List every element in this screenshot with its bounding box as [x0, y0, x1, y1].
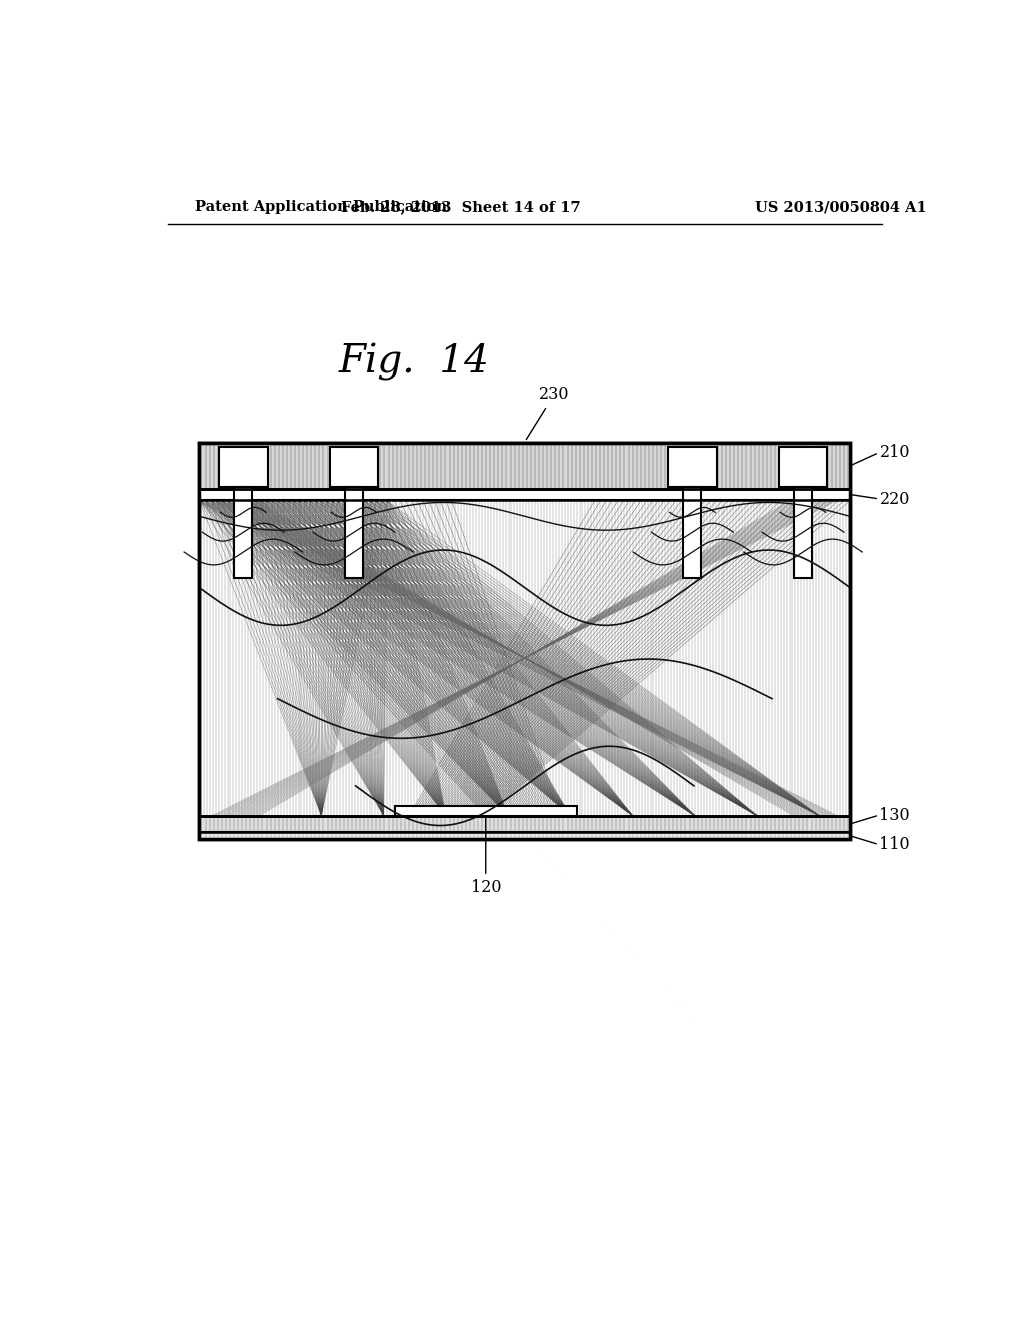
Bar: [200, 488, 850, 500]
Text: 130: 130: [880, 807, 910, 824]
Bar: [200, 832, 850, 840]
Bar: [794, 487, 812, 578]
Bar: [219, 447, 267, 487]
Bar: [345, 487, 364, 578]
Bar: [200, 816, 850, 832]
Bar: [330, 447, 379, 487]
Bar: [394, 805, 577, 816]
Bar: [668, 447, 717, 487]
Text: 210: 210: [880, 445, 910, 461]
Text: 120: 120: [470, 817, 501, 896]
Bar: [234, 487, 253, 578]
Bar: [778, 447, 827, 487]
Bar: [200, 444, 850, 840]
Bar: [683, 487, 701, 578]
Bar: [200, 444, 850, 488]
Text: Fig.  14: Fig. 14: [338, 343, 489, 380]
Bar: [200, 444, 850, 840]
Text: Feb. 28, 2013  Sheet 14 of 17: Feb. 28, 2013 Sheet 14 of 17: [341, 201, 582, 214]
Text: US 2013/0050804 A1: US 2013/0050804 A1: [755, 201, 927, 214]
Text: 110: 110: [880, 836, 910, 853]
Text: 220: 220: [880, 491, 910, 508]
Text: Patent Application Publication: Patent Application Publication: [196, 201, 447, 214]
Text: 230: 230: [526, 387, 569, 440]
